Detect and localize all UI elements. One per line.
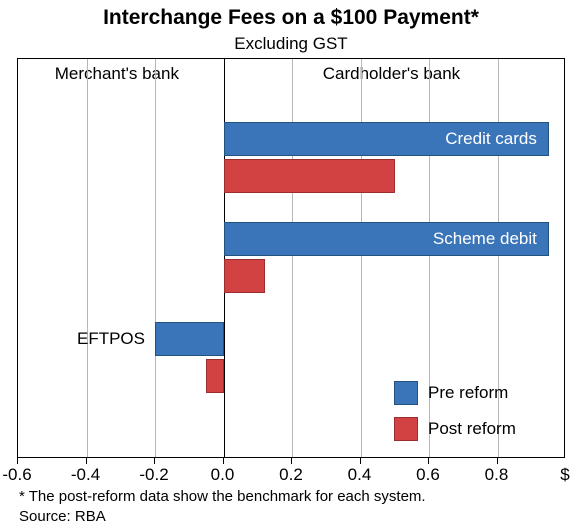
x-tick bbox=[497, 458, 498, 464]
bar-eftpos-post bbox=[206, 359, 223, 393]
x-tick-label: 0.8 bbox=[485, 465, 509, 485]
x-tick-label: -0.6 bbox=[2, 465, 31, 485]
x-tick bbox=[17, 458, 18, 464]
category-label-eftpos: EFTPOS bbox=[77, 329, 145, 349]
legend-swatch-pre bbox=[394, 381, 418, 405]
x-tick bbox=[223, 458, 224, 464]
x-tick-label: -0.4 bbox=[71, 465, 100, 485]
chart-title: Interchange Fees on a $100 Payment* bbox=[0, 6, 582, 30]
x-tick-label: 0.0 bbox=[211, 465, 235, 485]
legend-label-pre: Pre reform bbox=[428, 383, 508, 403]
gridline bbox=[87, 59, 88, 457]
panel-label-right: Cardholder's bank bbox=[323, 64, 460, 84]
plot-area: Merchant's bank Cardholder's bank Credit… bbox=[17, 58, 565, 458]
chart-subtitle: Excluding GST bbox=[0, 34, 582, 54]
x-tick bbox=[291, 458, 292, 464]
zero-line bbox=[224, 59, 225, 457]
bar-label-credit: Credit cards bbox=[445, 129, 537, 149]
x-tick-label: -0.2 bbox=[139, 465, 168, 485]
x-tick-label: 0.2 bbox=[279, 465, 303, 485]
bar-scheme-post bbox=[224, 259, 265, 293]
bar-eftpos-pre bbox=[155, 322, 224, 356]
x-tick bbox=[86, 458, 87, 464]
bar-credit-post bbox=[224, 159, 395, 193]
source: Source: RBA bbox=[19, 508, 106, 525]
x-tick bbox=[360, 458, 361, 464]
legend-item-post: Post reform bbox=[394, 417, 516, 441]
gridline bbox=[292, 59, 293, 457]
x-tick bbox=[428, 458, 429, 464]
legend-item-pre: Pre reform bbox=[394, 381, 508, 405]
legend-swatch-post bbox=[394, 417, 418, 441]
bar-label-scheme: Scheme debit bbox=[433, 229, 537, 249]
x-tick-label: 0.4 bbox=[348, 465, 372, 485]
gridline bbox=[361, 59, 362, 457]
footnote: * The post-reform data show the benchmar… bbox=[19, 488, 426, 505]
x-unit-label: $ bbox=[560, 465, 569, 485]
gridline bbox=[155, 59, 156, 457]
panel-label-left: Merchant's bank bbox=[55, 64, 179, 84]
x-tick bbox=[154, 458, 155, 464]
legend-label-post: Post reform bbox=[428, 419, 516, 439]
x-tick-label: 0.6 bbox=[416, 465, 440, 485]
